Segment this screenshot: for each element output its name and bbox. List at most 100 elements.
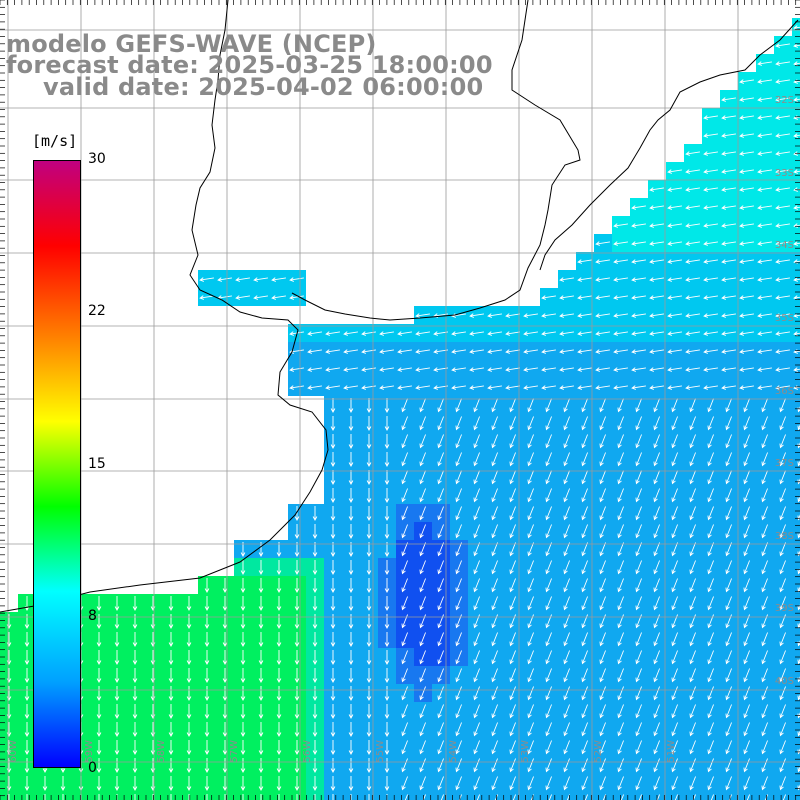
wind-arrow <box>581 578 588 593</box>
wind-arrow <box>545 632 552 647</box>
wind-arrow <box>631 349 646 354</box>
wind-arrow <box>222 668 228 683</box>
wind-cell <box>792 630 800 648</box>
wind-arrow <box>653 686 660 701</box>
wind-arrow <box>348 524 354 539</box>
wind-arrow <box>397 349 412 354</box>
wind-arrow <box>689 722 696 737</box>
wind-arrow <box>757 205 772 210</box>
wind-arrow <box>473 758 480 773</box>
wind-arrow <box>401 578 408 593</box>
wind-arrow <box>437 560 444 575</box>
wind-arrow <box>559 385 574 390</box>
wind-arrow <box>707 722 714 737</box>
wind-arrow <box>703 349 718 354</box>
wind-arrow <box>566 794 570 800</box>
wind-arrow <box>685 367 700 372</box>
wind-arrow <box>743 398 750 413</box>
wind-arrow <box>721 187 736 192</box>
wind-arrow <box>455 776 462 791</box>
wind-arrow <box>437 596 444 611</box>
wind-arrow <box>437 668 444 683</box>
wind-arrow <box>761 560 768 575</box>
wind-arrow <box>437 452 444 467</box>
wind-arrow <box>366 398 372 413</box>
wind-arrow <box>545 776 552 791</box>
wind-arrow <box>276 776 282 791</box>
wind-arrow <box>401 722 408 737</box>
wind-arrow <box>348 668 354 683</box>
wind-arrow <box>24 686 30 701</box>
wind-arrow <box>703 295 718 300</box>
wind-arrow <box>631 331 646 336</box>
wind-arrow <box>599 596 606 611</box>
wind-arrow <box>635 578 642 593</box>
wind-arrow <box>707 488 714 503</box>
wind-arrow <box>656 794 660 800</box>
wind-arrow <box>473 524 480 539</box>
wind-arrow <box>24 776 30 791</box>
wind-arrow <box>487 331 502 336</box>
wind-arrow <box>581 470 588 485</box>
wind-arrow <box>384 452 390 467</box>
wind-arrow <box>523 313 538 318</box>
wind-arrow <box>563 452 570 467</box>
wind-arrow <box>721 367 736 372</box>
wind-arrow <box>581 524 588 539</box>
wind-arrow <box>617 650 624 665</box>
wind-arrow <box>96 596 102 611</box>
wind-arrow <box>613 295 628 300</box>
wind-arrow <box>631 241 646 246</box>
wind-arrow <box>258 578 264 593</box>
wind-arrow <box>689 650 696 665</box>
wind-arrow <box>635 488 642 503</box>
wind-arrow <box>240 650 246 665</box>
wind-arrow <box>653 542 660 557</box>
wind-arrow <box>294 506 300 521</box>
wind-arrow <box>793 223 800 228</box>
wind-arrow <box>204 578 210 593</box>
wind-arrow <box>541 367 556 372</box>
wind-arrow <box>793 151 800 156</box>
wind-arrow <box>348 560 354 575</box>
wind-arrow <box>667 385 682 390</box>
wind-arrow <box>685 277 700 282</box>
wind-arrow <box>8 794 10 800</box>
wind-arrow <box>689 488 696 503</box>
wind-arrow <box>437 470 444 485</box>
wind-arrow <box>62 794 64 800</box>
title-valid-date: valid date: 2025-04-02 06:00:00 <box>43 73 484 101</box>
wind-arrow <box>599 776 606 791</box>
lat-label: 37S <box>774 458 794 469</box>
wind-arrow <box>703 205 718 210</box>
wind-arrow <box>366 704 372 719</box>
wind-arrow <box>401 668 408 683</box>
wind-arrow <box>599 488 606 503</box>
wind-arrow <box>527 650 534 665</box>
wind-arrow <box>545 650 552 665</box>
wind-arrow <box>384 776 390 791</box>
wind-arrow <box>599 434 606 449</box>
wind-arrow <box>330 506 336 521</box>
wind-arrow <box>581 398 588 413</box>
wind-cell <box>432 792 450 800</box>
wind-arrow <box>757 313 772 318</box>
wind-arrow <box>419 416 426 431</box>
wind-arrow <box>523 367 538 372</box>
wind-arrow <box>476 794 480 800</box>
wind-arrow <box>258 686 264 701</box>
wind-cell <box>558 792 576 800</box>
wind-arrow <box>671 434 678 449</box>
wind-arrow <box>455 470 462 485</box>
wind-arrow <box>613 259 628 264</box>
wind-arrow <box>689 740 696 755</box>
wind-arrow <box>312 632 318 647</box>
wind-arrow <box>707 650 714 665</box>
wind-arrow <box>96 650 102 665</box>
wind-arrow <box>366 434 372 449</box>
wind-arrow <box>330 650 336 665</box>
wind-cell <box>792 684 800 702</box>
wind-cell <box>774 792 792 800</box>
wind-arrow <box>577 259 592 264</box>
wind-arrow <box>559 313 574 318</box>
